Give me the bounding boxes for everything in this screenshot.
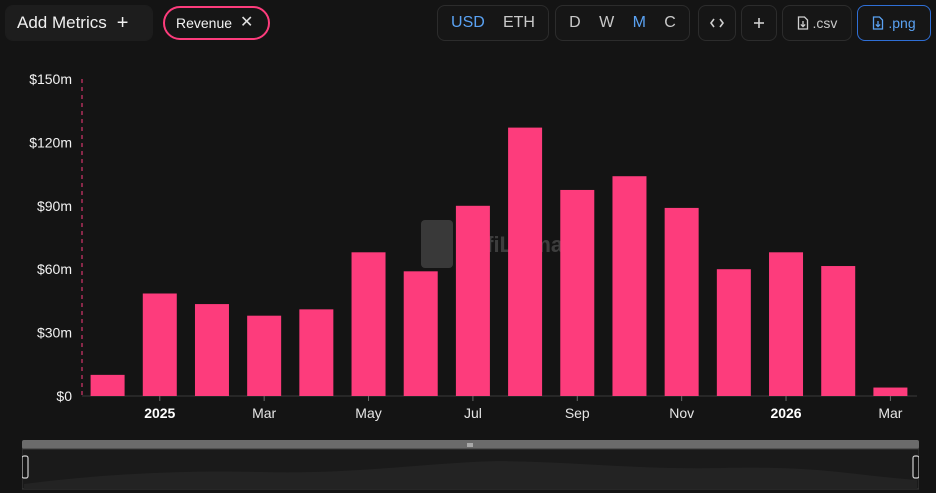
period-option-cumulative[interactable]: C (664, 14, 676, 31)
y-tick-label: $60m (37, 261, 72, 277)
bar-2024-12[interactable] (90, 374, 125, 396)
bar-2025-04[interactable] (299, 309, 334, 396)
y-tick-label: $150m (29, 71, 72, 87)
x-tick-label: May (355, 405, 381, 421)
x-tick-label: Nov (669, 405, 694, 421)
bar-2025-06[interactable] (403, 271, 438, 396)
bar-2025-08[interactable] (508, 127, 543, 397)
metric-chip-label: Revenue (176, 15, 233, 31)
y-axis: $0 $30m $60m $90m $120m $150m (29, 71, 72, 404)
embed-button[interactable] (698, 5, 736, 41)
x-tick-label: Mar (878, 405, 902, 421)
close-icon[interactable]: ✕ (240, 14, 254, 31)
bar-2025-02[interactable] (194, 304, 229, 396)
add-chart-button[interactable] (741, 5, 777, 41)
plus-icon: + (116, 12, 129, 34)
currency-toggle: USD ETH (437, 5, 549, 41)
bar-2025-11[interactable] (664, 207, 699, 396)
x-tick-label: Jul (464, 405, 482, 421)
file-download-icon (873, 16, 884, 30)
toolbar: Add Metrics + Revenue ✕ USD ETH D W M C (0, 0, 936, 48)
bars (90, 127, 908, 397)
drag-handle-icon[interactable] (467, 443, 473, 447)
bar-2025-01[interactable] (142, 293, 177, 396)
file-download-icon (797, 16, 808, 30)
slider-handle-right[interactable] (912, 455, 919, 479)
add-metrics-button[interactable]: Add Metrics + (5, 5, 153, 41)
y-tick-label: $30m (37, 325, 72, 341)
bar-2025-09[interactable] (560, 189, 595, 396)
range-slider[interactable] (22, 440, 919, 490)
bar-2025-10[interactable] (612, 176, 647, 396)
y-tick-label: $120m (29, 134, 72, 150)
bar-2026-01[interactable] (769, 252, 804, 396)
x-tick-label: 2026 (770, 405, 801, 421)
code-icon (710, 18, 724, 28)
y-tick-label: $0 (56, 388, 72, 404)
period-option-day[interactable]: D (569, 14, 581, 31)
x-tick-label: 2025 (144, 405, 175, 421)
x-tick-label: Sep (565, 405, 590, 421)
bar-2025-03[interactable] (247, 315, 282, 396)
download-png-button[interactable]: .png (857, 5, 931, 41)
bar-2025-05[interactable] (351, 252, 386, 396)
period-option-week[interactable]: W (599, 14, 615, 31)
add-metrics-label: Add Metrics (17, 13, 107, 32)
currency-option-usd[interactable]: USD (451, 14, 485, 31)
currency-option-eth[interactable]: ETH (502, 14, 535, 31)
x-axis: 2025 Mar May Jul Sep Nov 2026 Mar (144, 396, 903, 421)
period-option-month[interactable]: M (632, 14, 646, 31)
metric-chip-revenue[interactable]: Revenue ✕ (163, 6, 270, 40)
plus-icon (754, 18, 764, 28)
png-label: .png (888, 15, 916, 31)
slider-handle-left[interactable] (22, 455, 29, 479)
bar-2025-12[interactable] (716, 269, 751, 396)
y-tick-label: $90m (37, 198, 72, 214)
revenue-bar-chart: DefiLlama $0 $30m $60m $90m $120m $150m 2025 M… (29, 71, 917, 421)
bar-2026-03[interactable] (873, 387, 908, 396)
slider-preview (24, 461, 917, 489)
csv-label: .csv (812, 15, 838, 31)
period-toggle: D W M C (555, 5, 690, 41)
bar-2025-07[interactable] (455, 205, 490, 396)
bar-2026-02[interactable] (821, 266, 856, 396)
download-csv-button[interactable]: .csv (782, 5, 852, 41)
watermark: DefiLlama (421, 220, 564, 268)
x-tick-label: Mar (252, 405, 276, 421)
llama-logo-icon (421, 220, 453, 268)
